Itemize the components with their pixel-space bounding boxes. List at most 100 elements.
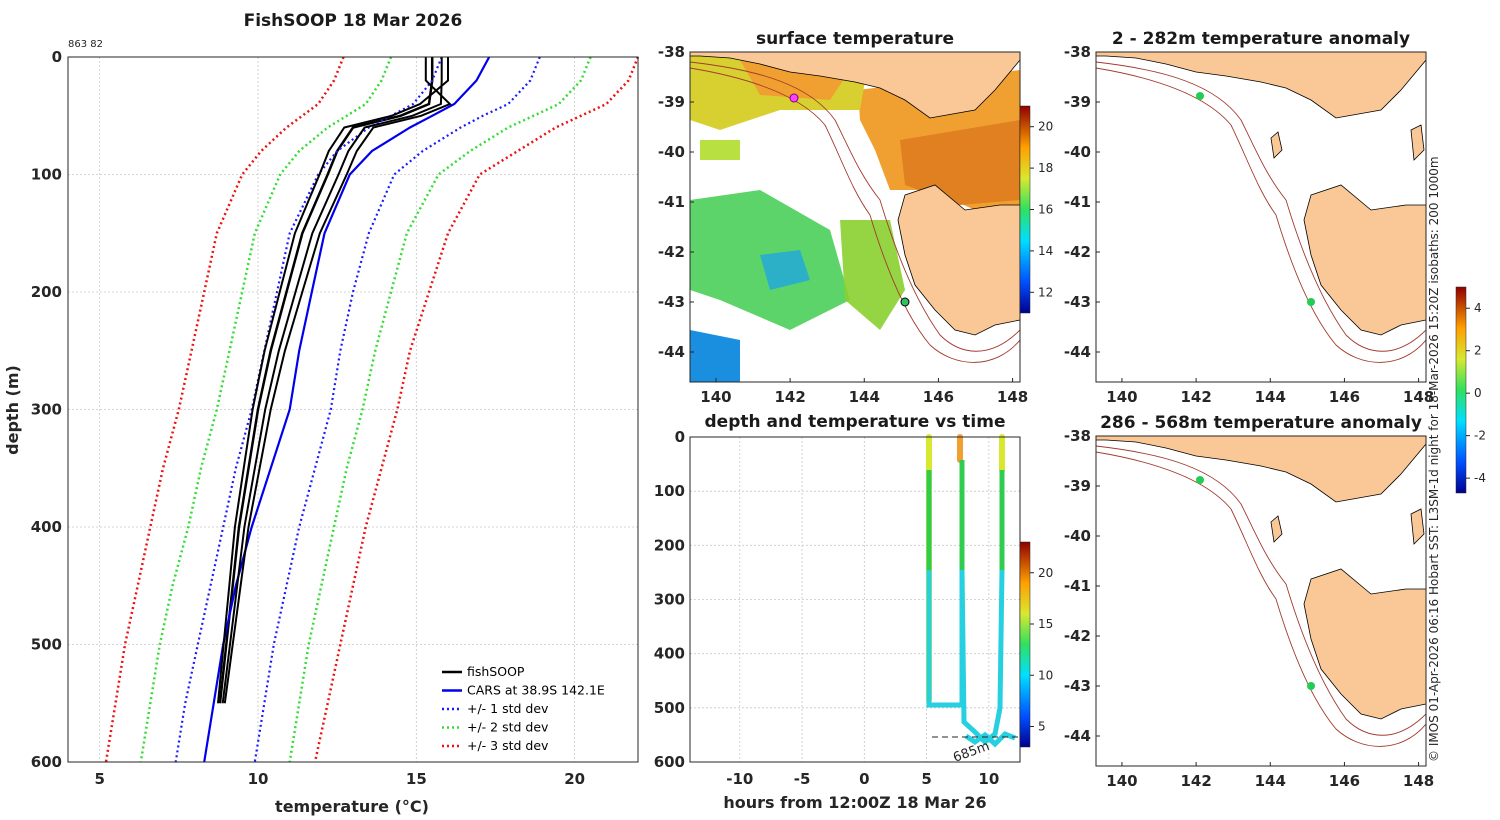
time-bottom-wiggle xyxy=(964,731,1016,748)
anom2-axes-frame xyxy=(1095,435,1427,767)
sst-shelf-patch xyxy=(840,220,905,330)
sst-lat-label: -43 xyxy=(658,293,685,311)
time-cbar-label: 15 xyxy=(1038,617,1053,631)
sst-colorbar xyxy=(1019,105,1031,314)
sst-lon-label: 144 xyxy=(849,388,880,406)
anom1-lon-label: 140 xyxy=(1106,388,1137,406)
anom-cbar-label: -4 xyxy=(1474,471,1486,485)
sst-lat-label: -39 xyxy=(658,93,685,111)
anom-cbar-label: 2 xyxy=(1474,344,1482,358)
anom1-axes-frame xyxy=(1095,51,1427,383)
anom2-content xyxy=(1096,436,1426,766)
profile-line--2-std-dev xyxy=(288,56,592,763)
anom2-isobath-1000 xyxy=(1096,451,1426,747)
time-colorbar-ticks: 5 10 15 20 xyxy=(1030,566,1053,734)
profile-grid xyxy=(68,56,638,763)
sst-lat-label: -40 xyxy=(658,143,685,161)
anom1-lon-label: 142 xyxy=(1180,388,1211,406)
legend-label: fishSOOP xyxy=(467,664,525,679)
time-xtick-label: -5 xyxy=(794,770,811,788)
anom1-ticks: 140 142 144 146 148 -38 -39 -40 -41 -42 -43 -44 xyxy=(1064,43,1434,406)
anom2-lat-label: -43 xyxy=(1064,677,1091,695)
sst-cbar-label: 14 xyxy=(1038,244,1053,258)
sst-lon-label: 142 xyxy=(774,388,805,406)
sst-cold-patch xyxy=(690,330,740,382)
anom2-lon-label: 148 xyxy=(1403,772,1434,790)
time-panel: depth and temperature vs time 685m -10 -5… xyxy=(654,412,1054,812)
time-ytick-label: 300 xyxy=(654,591,685,609)
profile-line-cars-at-38-9s-142-1e xyxy=(203,56,491,763)
time-xtick-label: 0 xyxy=(859,770,869,788)
sst-isobath-1000 xyxy=(690,67,1020,363)
anom1-isobath-1000 xyxy=(1096,67,1426,363)
profile-line--1-std-dev xyxy=(253,56,541,763)
anom1-lat-label: -42 xyxy=(1064,243,1091,261)
sst-cbar-label: 20 xyxy=(1038,120,1053,134)
sst-lat-label: -42 xyxy=(658,243,685,261)
time-ytick-label: 100 xyxy=(654,482,685,500)
anom2-lat-label: -44 xyxy=(1064,727,1091,745)
profile-line--3-std-dev xyxy=(104,56,345,763)
legend-label: CARS at 38.9S 142.1E xyxy=(467,683,605,698)
anom2-lon-label: 142 xyxy=(1180,772,1211,790)
sst-lat-label: -38 xyxy=(658,43,685,61)
profile-ytick-label: 0 xyxy=(52,48,62,66)
sst-isobath-200 xyxy=(690,61,1020,352)
sst-track-end-marker xyxy=(900,297,910,307)
anomaly-colorbar-ticks: 4 2 0 -2 -4 xyxy=(1466,301,1486,485)
sst-mainland xyxy=(690,52,1020,119)
time-ytick-label: 200 xyxy=(654,536,685,554)
anom2-lon-label: 144 xyxy=(1255,772,1286,790)
profile-line--1-std-dev xyxy=(174,56,443,763)
time-ytick-label: 600 xyxy=(654,753,685,771)
time-traces xyxy=(926,434,1018,748)
anom2-lat-label: -38 xyxy=(1064,427,1091,445)
sst-cool-patch xyxy=(760,250,810,290)
anomaly-map-shallow: 2 - 282m temperature anomaly 140 142 144 146… xyxy=(1064,29,1434,406)
time-trace-1 xyxy=(926,470,965,708)
anom-cbar-label: 0 xyxy=(1474,386,1482,400)
credit-side-text: © IMOS 01-Apr-2026 06:16 Hobart SST: L3S… xyxy=(1427,156,1441,762)
time-trace-2-bottom xyxy=(959,569,1005,746)
sst-lon-label: 140 xyxy=(700,388,731,406)
anom1-lat-label: -39 xyxy=(1064,93,1091,111)
anom2-ticks: 140 142 144 146 148 -38 -39 -40 -41 -42 -43 -44 xyxy=(1064,427,1434,790)
sst-title: surface temperature xyxy=(756,29,954,49)
time-xtick-label: -10 xyxy=(726,770,753,788)
time-xtick-label: 5 xyxy=(921,770,931,788)
sst-tasmania xyxy=(897,184,1020,336)
anom1-lon-label: 144 xyxy=(1255,388,1286,406)
anom2-tasmania xyxy=(1303,568,1426,720)
anom1-lat-label: -44 xyxy=(1064,343,1091,361)
profile-ytick-label: 500 xyxy=(31,636,62,654)
profile-line-fishsoop-cast xyxy=(223,57,452,704)
anom2-lon-label: 146 xyxy=(1329,772,1360,790)
anom1-lon-label: 146 xyxy=(1329,388,1360,406)
legend-label: +/- 3 std dev xyxy=(467,738,549,753)
profile-line--3-std-dev xyxy=(313,56,640,763)
anom2-king-island xyxy=(1270,515,1283,543)
anom1-lat-label: -41 xyxy=(1064,193,1091,211)
anom1-lat-label: -43 xyxy=(1064,293,1091,311)
anom1-flinders-island xyxy=(1410,124,1425,161)
anom1-lat-label: -40 xyxy=(1064,143,1091,161)
anom2-mainland xyxy=(1096,436,1426,503)
profile-series xyxy=(104,56,640,763)
anom1-lat-label: -38 xyxy=(1064,43,1091,61)
time-cbar-label: 10 xyxy=(1038,668,1053,682)
anom2-lat-label: -40 xyxy=(1064,527,1091,545)
profile-panel: FishSOOP 18 Mar 2026 863 82 5 10 15 2001002… xyxy=(3,11,640,816)
anom1-tasmania xyxy=(1303,184,1426,336)
profile-line--2-std-dev xyxy=(139,56,393,763)
profile-xtick-label: 15 xyxy=(406,770,427,788)
time-ytick-label: 0 xyxy=(675,428,685,446)
profile-title: FishSOOP 18 Mar 2026 xyxy=(244,11,463,31)
sst-map-panel: surface temperature xyxy=(658,29,1053,406)
sst-lon-label: 146 xyxy=(923,388,954,406)
anom1-king-island xyxy=(1270,131,1283,159)
sst-lon-label: 148 xyxy=(997,388,1028,406)
profile-ylabel: depth (m) xyxy=(3,365,22,455)
time-xlabel: hours from 12:00Z 18 Mar 26 xyxy=(723,793,986,812)
